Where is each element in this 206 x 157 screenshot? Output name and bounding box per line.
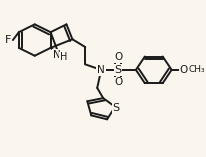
Text: O: O — [113, 52, 122, 62]
Text: N: N — [97, 65, 105, 75]
Text: S: S — [114, 65, 121, 75]
Text: O: O — [179, 65, 187, 75]
Text: S: S — [112, 103, 119, 113]
Text: O: O — [113, 77, 122, 87]
Text: H: H — [60, 52, 67, 62]
Text: F: F — [5, 35, 11, 45]
Text: CH₃: CH₃ — [188, 65, 204, 74]
Text: N: N — [52, 50, 60, 60]
